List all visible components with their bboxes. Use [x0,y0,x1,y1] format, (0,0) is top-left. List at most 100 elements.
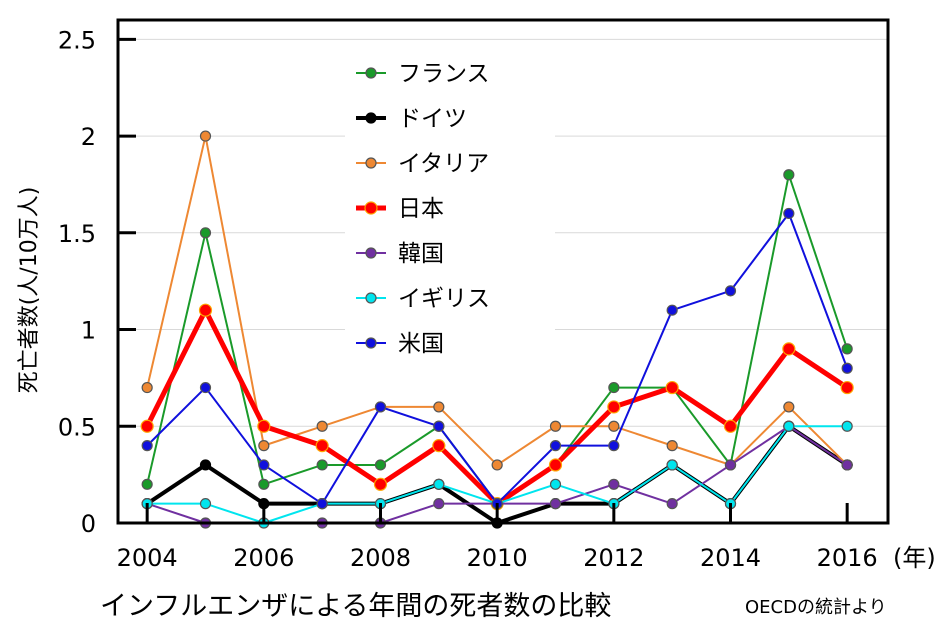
legend-label: 米国 [398,331,444,357]
legend-swatch-marker [365,292,377,304]
data-point [841,459,853,471]
data-point [374,401,387,413]
legend-swatch-marker [364,201,378,215]
x-tick-label: 2014 [700,544,761,572]
plot-frame [116,18,890,525]
data-point [258,478,270,490]
legend-item: フランス [356,61,490,87]
data-point [198,303,213,317]
data-point [783,420,795,432]
legend-swatch-marker [365,247,377,259]
data-point [199,381,212,394]
data-point [783,169,795,181]
data-point [316,420,328,432]
data-point [841,362,853,374]
x-tick-label: 2004 [117,544,178,572]
data-point [373,477,388,491]
data-point [608,440,620,452]
data-point [433,498,445,510]
data-point [549,420,562,432]
y-tick-label: 2 [81,123,96,151]
data-point [316,498,328,510]
data-point [258,459,270,471]
y-tick-label: 0 [81,510,96,538]
data-point [723,419,738,433]
data-point [374,459,387,471]
data-point [199,227,212,239]
data-point [199,130,212,142]
data-point [432,439,446,453]
legend-swatch-marker [365,157,377,169]
data-point [549,478,562,490]
series-line [322,425,848,524]
legend-box [345,52,555,370]
legend-item: 韓国 [356,241,444,267]
data-point [608,381,620,394]
data-point [665,380,679,395]
data-point [840,380,854,395]
legend-item: ドイツ [356,106,467,132]
data-point [549,440,562,452]
data-point [433,478,445,490]
data-point [140,419,154,433]
data-point [783,207,795,220]
legend-label: 韓国 [398,241,444,267]
data-point [491,459,503,471]
data-point [841,343,853,355]
legend-label: 日本 [398,196,444,222]
legend-swatch-marker [365,67,377,79]
y-tick-label: 1.5 [58,220,96,248]
data-point [608,420,620,432]
y-tick-label: 0.5 [58,413,96,441]
data-point [724,285,737,297]
legend-item: 日本 [356,196,444,222]
data-point [199,498,212,510]
x-unit-label: (年) [893,544,936,572]
legend-item: イタリア [356,151,489,177]
source-note: OECDの統計より [745,597,887,618]
data-point [433,420,445,432]
data-point [257,419,271,433]
data-point [607,400,621,414]
data-point [666,440,678,452]
y-tick-label: 1 [81,317,96,345]
legend-label: ドイツ [398,106,467,132]
x-tick-label: 2012 [583,544,644,572]
legend-item: イギリス [356,286,490,312]
y-tick-label: 2.5 [58,26,96,54]
data-point [433,401,445,413]
data-point [316,459,328,471]
x-tick-label: 2016 [817,544,878,572]
data-point [258,440,270,452]
legend-swatch-marker [365,337,377,349]
x-tick-label: 2010 [467,544,528,572]
legend-label: イギリス [398,286,490,312]
y-axis-label: 死亡者数(人/10万人) [17,187,42,394]
data-point [141,478,153,490]
x-tick-label: 2006 [233,544,294,572]
data-point [608,478,620,490]
data-point [315,439,329,453]
x-tick-label: 2008 [350,544,411,572]
data-point [141,381,153,394]
chart-title: インフルエンザによる年間の死者数の比較 [100,591,611,622]
legend-item: 米国 [356,331,444,357]
data-point [548,458,563,472]
data-point [141,440,153,452]
legend-swatch-marker [365,112,377,124]
data-point [549,498,562,510]
legend-label: フランス [398,61,490,87]
data-point [666,459,678,471]
axis-ticks: 0 0.5 1 1.5 2 2.5 2004 2006 2008 2010 2012 2014 2016 [58,26,878,572]
data-point [199,459,212,471]
data-point [783,401,795,413]
data-point [666,304,678,316]
data-point [782,342,796,356]
data-point [666,498,678,510]
legend-label: イタリア [398,151,489,177]
data-point [841,420,853,432]
series-line [146,502,206,524]
data-point [724,459,737,471]
